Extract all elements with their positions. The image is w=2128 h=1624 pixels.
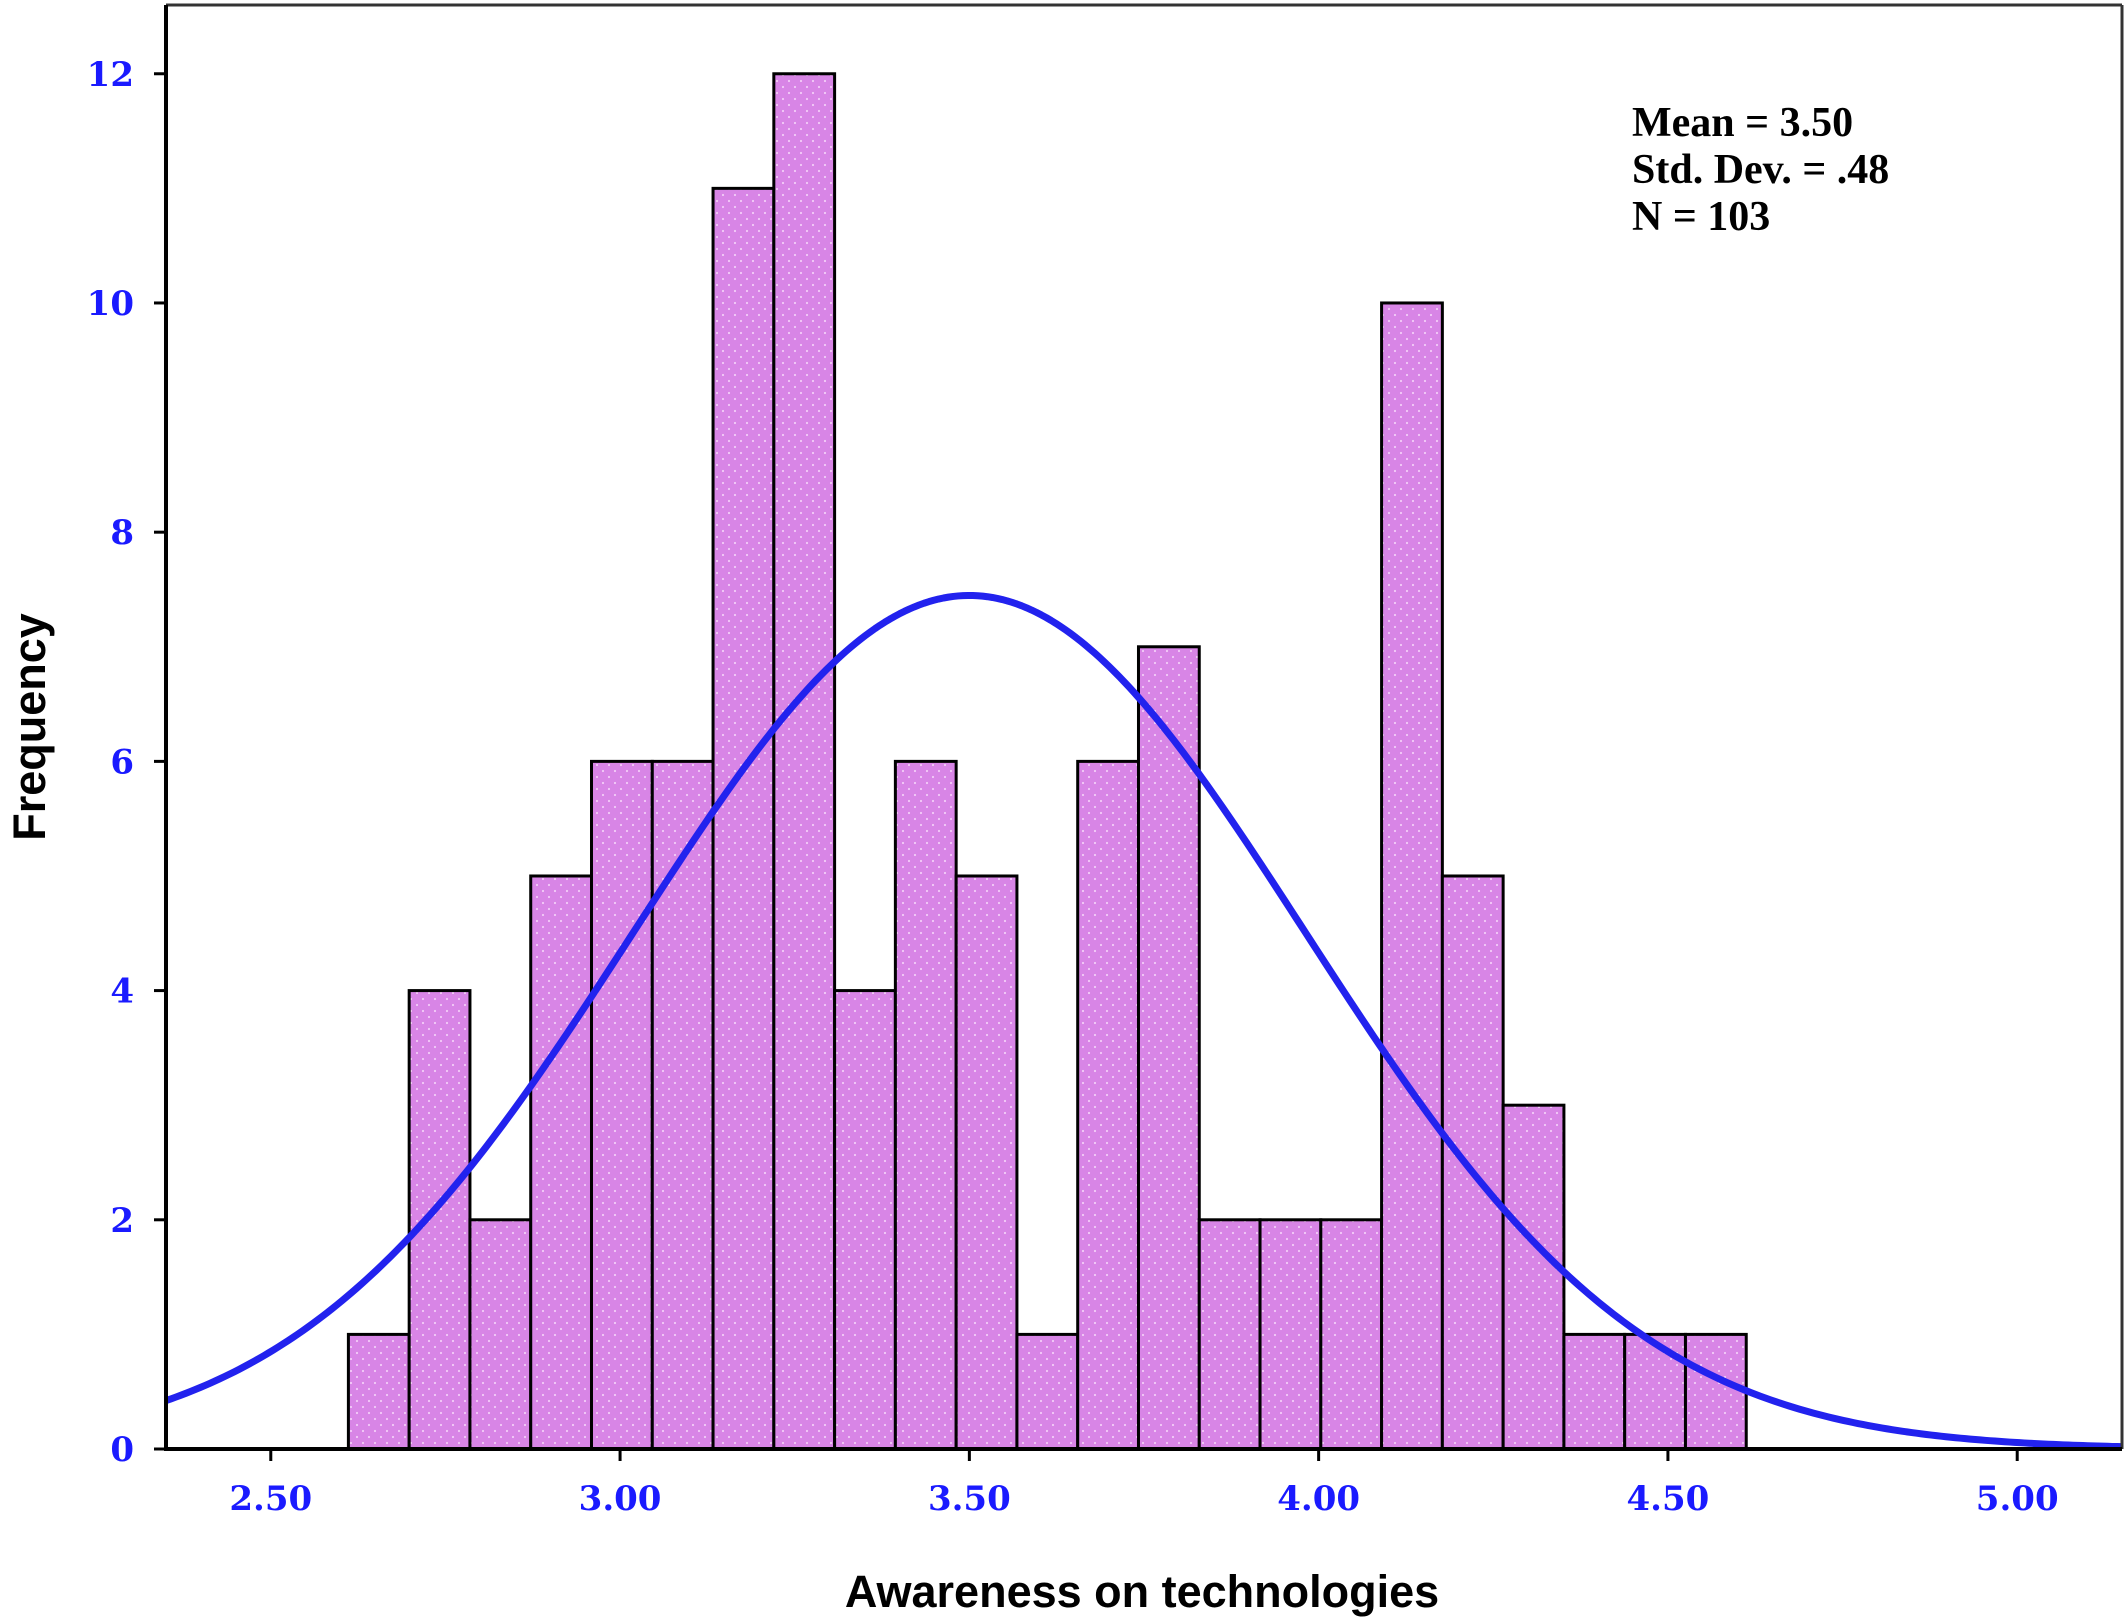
histogram-bar xyxy=(711,186,776,1451)
x-axis-ticks: 2.50 3.00 3.50 4.00 4.50 5.00 xyxy=(229,1449,2059,1519)
histogram-bar xyxy=(833,989,897,1451)
x-tick-label: 4.00 xyxy=(1277,1479,1360,1519)
normal-curve-layer xyxy=(164,591,2123,1451)
histogram-bar xyxy=(1623,1332,1687,1451)
histogram-bar xyxy=(1501,1103,1566,1451)
y-tick-label: 0 xyxy=(110,1430,134,1470)
stat-n: N = 103 xyxy=(1632,194,1770,240)
histogram-bar xyxy=(346,1332,411,1451)
histogram-bar xyxy=(1076,759,1140,1451)
y-axis-title: Frequency xyxy=(4,613,55,841)
histogram-bar xyxy=(1015,1332,1080,1451)
x-tick-label: 3.00 xyxy=(579,1479,662,1519)
histogram-bar xyxy=(1258,1218,1323,1451)
y-tick-label: 2 xyxy=(110,1201,134,1241)
histogram-bar xyxy=(1319,1218,1384,1451)
x-tick-label: 3.50 xyxy=(928,1479,1011,1519)
y-tick-label: 8 xyxy=(110,513,134,553)
y-axis-ticks: 0 2 4 6 8 10 12 xyxy=(87,55,166,1470)
histogram-bar xyxy=(589,759,654,1451)
x-tick-label: 4.50 xyxy=(1627,1479,1710,1519)
histogram-bars xyxy=(346,72,1748,1451)
histogram-bar xyxy=(772,72,837,1451)
histogram-bar xyxy=(954,874,1019,1451)
x-tick-label: 2.50 xyxy=(229,1479,312,1519)
normal-curve xyxy=(164,591,2123,1451)
histogram-bar xyxy=(1197,1218,1262,1451)
x-tick-label: 5.00 xyxy=(1976,1479,2059,1519)
histogram-bar xyxy=(893,759,958,1451)
histogram-bar xyxy=(1380,301,1444,1451)
stats-box: Mean = 3.50 Std. Dev. = .48 N = 103 xyxy=(1632,100,1889,240)
y-tick-label: 10 xyxy=(87,284,134,324)
y-tick-label: 6 xyxy=(110,742,134,782)
histogram-bar xyxy=(1440,874,1505,1451)
stat-std-dev: Std. Dev. = .48 xyxy=(1632,147,1889,193)
x-axis-title: Awareness on technologies xyxy=(845,1566,1439,1617)
histogram-bar xyxy=(1562,1332,1627,1451)
histogram-bar xyxy=(529,874,593,1451)
histogram-bar xyxy=(407,989,472,1451)
histogram-bar xyxy=(1136,645,1201,1451)
histogram-bar xyxy=(650,759,715,1451)
histogram-bar xyxy=(468,1218,533,1451)
histogram-bar xyxy=(1683,1332,1748,1451)
y-tick-label: 12 xyxy=(87,55,134,95)
y-tick-label: 4 xyxy=(110,972,134,1012)
plot-frame-layer xyxy=(164,3,2124,1451)
stat-mean: Mean = 3.50 xyxy=(1632,100,1853,146)
